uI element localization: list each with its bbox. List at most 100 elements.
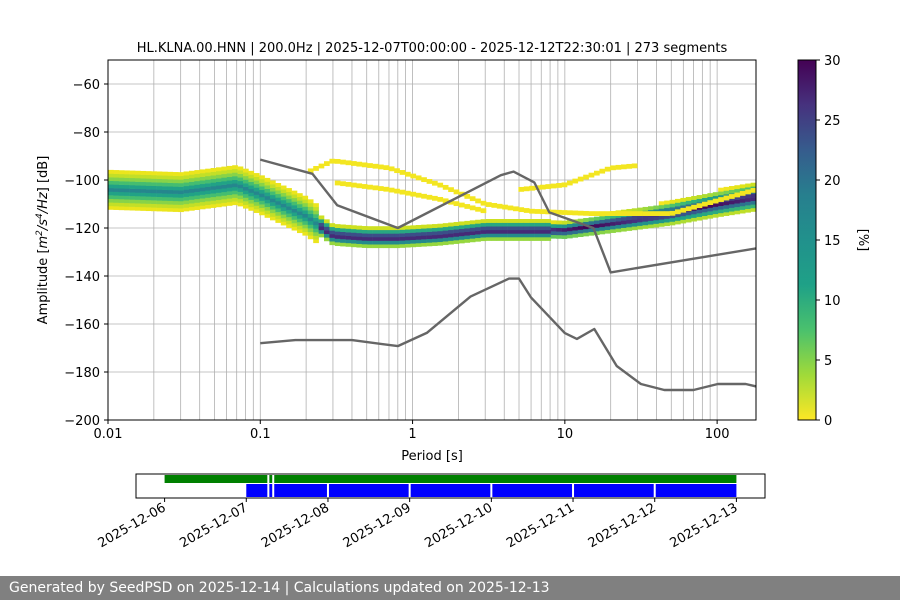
x-axis-ticks: 0.01 0.1 1 10 100 [94, 420, 730, 442]
psd-cell-secondary [615, 164, 622, 170]
psd-cell [653, 209, 660, 214]
psd-cell [307, 199, 314, 204]
psd-cell-secondary [480, 208, 487, 214]
psd-cell [388, 229, 395, 234]
psd-cell [361, 229, 368, 234]
psd-cell [172, 197, 179, 202]
psd-cell-secondary [718, 197, 724, 202]
psd-cell-secondary [372, 163, 379, 169]
psd-cell-secondary [437, 182, 444, 188]
psd-cell [302, 217, 309, 222]
psd-cell-secondary [529, 208, 535, 214]
psd-cell [108, 198, 114, 203]
psd-cell-secondary [680, 207, 687, 213]
psd-cell [162, 175, 168, 180]
psd-cell [291, 223, 298, 227]
psd-cell [189, 206, 195, 211]
psd-cell [718, 194, 724, 199]
psd-cell [664, 214, 670, 219]
psd-cell [523, 222, 530, 227]
x-tick-label: 1 [408, 427, 416, 442]
psd-cell [750, 197, 756, 202]
psd-cell [291, 194, 298, 199]
psd-cell [167, 186, 174, 191]
psd-cell [442, 230, 449, 235]
psd-cell [469, 227, 476, 232]
psd-cell [135, 192, 141, 197]
psd-cell [718, 187, 724, 192]
psd-cell [572, 230, 579, 235]
psd-cell [216, 167, 222, 172]
psd-cell [685, 204, 692, 209]
psd-cell [113, 202, 120, 207]
psd-cell [442, 226, 449, 231]
psd-cell [675, 220, 681, 225]
psd-cell [340, 238, 346, 243]
psd-cell [394, 233, 400, 238]
psd-cell-secondary [448, 187, 454, 193]
psd-cell-secondary [588, 172, 595, 178]
psd-cell [270, 180, 276, 185]
timeline-tick-label: 2025-12-13 [667, 500, 740, 551]
psd-cell [189, 188, 195, 193]
psd-cell [210, 200, 217, 205]
psd-cell [696, 195, 703, 199]
psd-cell [351, 236, 357, 240]
psd-cell [334, 234, 341, 239]
psd-cell [194, 170, 201, 174]
psd-cell-secondary [448, 199, 454, 205]
psd-cell [167, 207, 174, 212]
psd-cell [680, 201, 687, 206]
psd-cell [124, 192, 130, 196]
psd-cell-secondary [421, 193, 427, 199]
psd-cell [583, 228, 589, 233]
psd-cell [356, 229, 363, 234]
psd-cell [145, 196, 152, 201]
psd-cell [464, 224, 471, 229]
psd-cell [178, 179, 184, 184]
psd-cell [448, 222, 454, 227]
psd-cell [621, 227, 627, 232]
psd-cell [637, 218, 643, 223]
psd-cell [243, 186, 249, 191]
psd-cell-secondary [626, 211, 633, 216]
timeline-tick-label: 2025-12-11 [504, 500, 577, 551]
psd-cell [156, 178, 163, 183]
psd-cell [108, 187, 114, 192]
psd-cell [523, 237, 530, 241]
psd-cell [210, 175, 217, 180]
timeline-gap [572, 484, 575, 497]
psd-cell [723, 208, 730, 213]
psd-cell [243, 168, 249, 173]
psd-cell-secondary [707, 200, 714, 205]
psd-cell [691, 210, 697, 215]
psd-cell [221, 188, 228, 193]
psd-cell [118, 184, 125, 189]
psd-cell [243, 197, 249, 202]
psd-cell [248, 174, 255, 179]
psd-cell-secondary [534, 209, 541, 214]
psd-cell [745, 187, 751, 192]
psd-cell [118, 191, 125, 196]
psd-cell [712, 206, 719, 211]
psd-cell [664, 218, 670, 223]
psd-cell [297, 211, 303, 216]
psd-cell [194, 173, 201, 178]
psd-cell [253, 173, 260, 177]
y-tick-label: −200 [64, 414, 100, 429]
psd-cell [442, 237, 449, 242]
psd-cell [356, 236, 363, 241]
psd-cell [264, 177, 271, 182]
psd-cell [723, 201, 730, 206]
psd-cell [118, 173, 125, 178]
psd-cell [399, 236, 406, 241]
psd-cell [637, 222, 643, 226]
psd-cell [243, 175, 249, 180]
psd-cell [707, 193, 714, 198]
psd-cell [491, 237, 498, 241]
psd-cell [151, 203, 157, 208]
psd-cell [275, 190, 282, 195]
psd-cell [729, 207, 735, 212]
psd-cell [221, 199, 228, 203]
psd-cell [718, 191, 724, 196]
